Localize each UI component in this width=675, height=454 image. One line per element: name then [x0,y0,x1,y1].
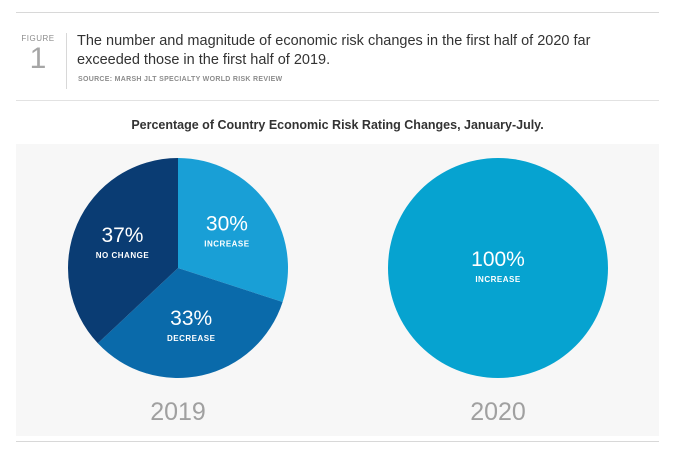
slice-category-label: INCREASE [475,275,521,284]
figure-headline: The number and magnitude of economic ris… [77,33,591,68]
slice-value-label: 30% [206,212,248,235]
figure-divider [66,33,67,89]
pie-chart-2020: 100% INCREASE 2020 [388,158,608,426]
slice-value-label: 33% [170,307,212,330]
pie-slice-increase [388,158,608,378]
pie-slice-increase [178,158,288,302]
year-label: 2020 [470,398,526,426]
header-divider [16,100,659,101]
figure-label: FIGURE [21,34,55,43]
pie-slice-no-change [68,158,178,344]
bottom-rule [16,441,659,442]
top-rule [16,12,659,13]
pie-chart-2019: 30% INCREASE 33% DECREASE 37% NO CHANGE 2019 [68,158,288,426]
slice-value-label: 37% [101,224,143,247]
figure-number: 1 [29,42,47,75]
year-label: 2019 [150,398,206,426]
slice-category-label: INCREASE [204,239,250,248]
figure-source: SOURCE: MARSH JLT SPECIALTY WORLD RISK R… [78,76,283,83]
slice-category-label: DECREASE [167,334,216,343]
pie-slice-decrease [97,268,283,378]
chart-title: Percentage of Country Economic Risk Rati… [131,118,544,132]
slice-category-label: NO CHANGE [96,251,150,260]
slice-value-label: 100% [471,248,525,271]
